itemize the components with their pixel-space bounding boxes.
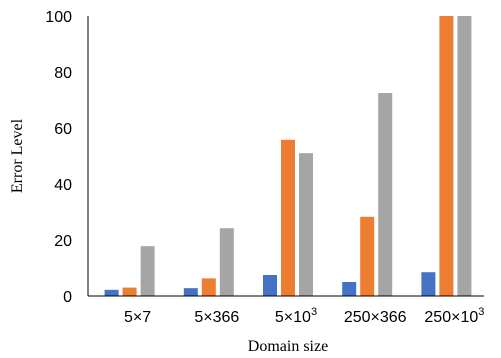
bar <box>299 153 313 296</box>
bar <box>104 289 119 296</box>
category-base-text: 250×10 <box>424 309 478 326</box>
bar <box>201 278 216 296</box>
bar <box>421 272 436 296</box>
bar <box>281 139 295 296</box>
bar <box>183 288 198 296</box>
x-category-label: 250×103 <box>424 306 484 326</box>
bar <box>457 16 472 296</box>
bar <box>360 216 375 296</box>
x-axis-title: Domain size <box>248 338 328 355</box>
y-tick-label: 0 <box>63 289 72 306</box>
bar <box>263 275 277 296</box>
category-base-text: 5×366 <box>194 309 239 326</box>
x-category-label: 5×7 <box>124 309 151 326</box>
x-category-labels: 5×7 5×366 5×103 250×366 250×103 <box>124 306 484 326</box>
x-category-label: 250×366 <box>344 309 407 326</box>
category-base-text: 5×10 <box>275 309 311 326</box>
bar <box>122 287 137 296</box>
y-tick-label: 100 <box>45 9 72 26</box>
bars-group <box>104 16 472 296</box>
y-tick-label: 20 <box>54 233 72 250</box>
bar <box>342 282 357 296</box>
y-tick-label: 40 <box>54 177 72 194</box>
category-superscript: 3 <box>478 306 484 318</box>
bar <box>378 93 393 296</box>
y-tick-labels: 0 20 40 60 80 100 <box>45 9 72 306</box>
bar <box>439 16 454 296</box>
bar <box>140 246 155 296</box>
category-base-text: 250×366 <box>344 309 407 326</box>
x-category-label: 5×366 <box>194 309 239 326</box>
y-tick-label: 60 <box>54 121 72 138</box>
category-base-text: 5×7 <box>124 309 151 326</box>
x-category-label: 5×103 <box>275 306 317 326</box>
y-axis-title: Error Level <box>9 118 26 193</box>
y-tick-label: 80 <box>54 65 72 82</box>
category-superscript: 3 <box>311 306 317 318</box>
bar <box>219 228 234 296</box>
